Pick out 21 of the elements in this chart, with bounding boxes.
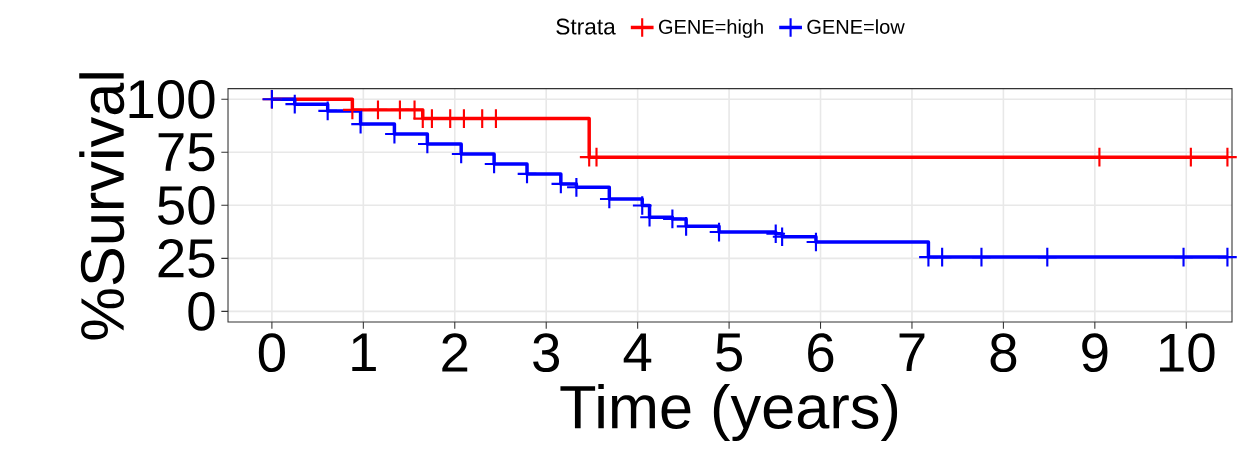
x-tick-label: 9: [1082, 333, 1108, 373]
x-tick-label: 3: [533, 333, 560, 373]
legend-label: GENE=high: [658, 19, 763, 38]
x-tick-label: 1: [352, 333, 376, 371]
x-tick-label: 2: [442, 333, 468, 372]
y-tick-label: 0: [188, 292, 215, 331]
x-axis-title: Time (years): [560, 383, 898, 442]
x-tick-label: 5: [716, 333, 742, 372]
y-tick-label: 75: [158, 133, 215, 172]
y-tick-label: 100: [129, 79, 215, 119]
y-tick-label: 25: [158, 239, 215, 278]
legend-title: Strata: [556, 18, 616, 35]
x-tick-label: 7: [899, 333, 925, 371]
y-axis-title: %Survival: [79, 73, 125, 340]
x-tick-label: 10: [1160, 333, 1215, 373]
x-tick-label: 4: [623, 333, 652, 371]
x-tick-label: 8: [990, 333, 1017, 373]
legend-label: GENE=low: [807, 19, 905, 34]
y-tick-label: 50: [158, 185, 215, 225]
x-tick-label: 6: [808, 333, 834, 373]
x-tick-label: 0: [258, 333, 285, 373]
